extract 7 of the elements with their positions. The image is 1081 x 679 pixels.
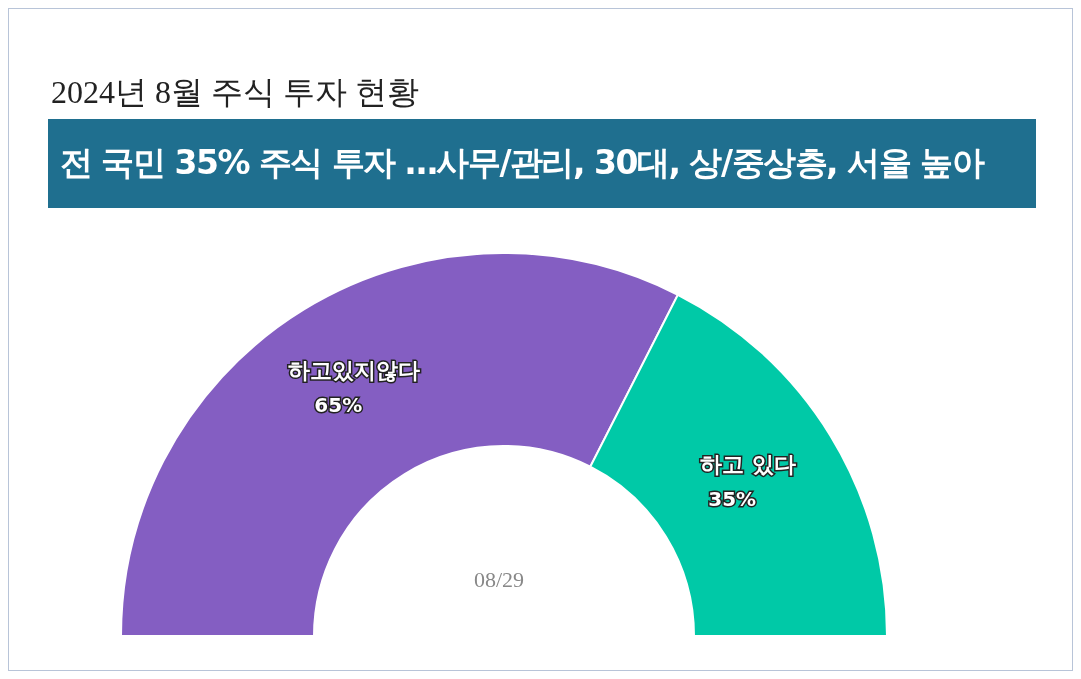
data-label: 35%: [708, 487, 757, 512]
slice-label: 하고있지않다: [288, 357, 421, 383]
chart-title: 2024년 8월 주식 투자 현황: [51, 73, 419, 112]
chart-subtitle: 전 국민 35% 주식 투자 …사무/관리, 30대, 상/중상층, 서울 높아: [48, 119, 1036, 208]
data-label: 65%: [314, 392, 363, 417]
slice-label: 하고 있다: [700, 452, 797, 478]
text: 08/29: [472, 567, 526, 593]
